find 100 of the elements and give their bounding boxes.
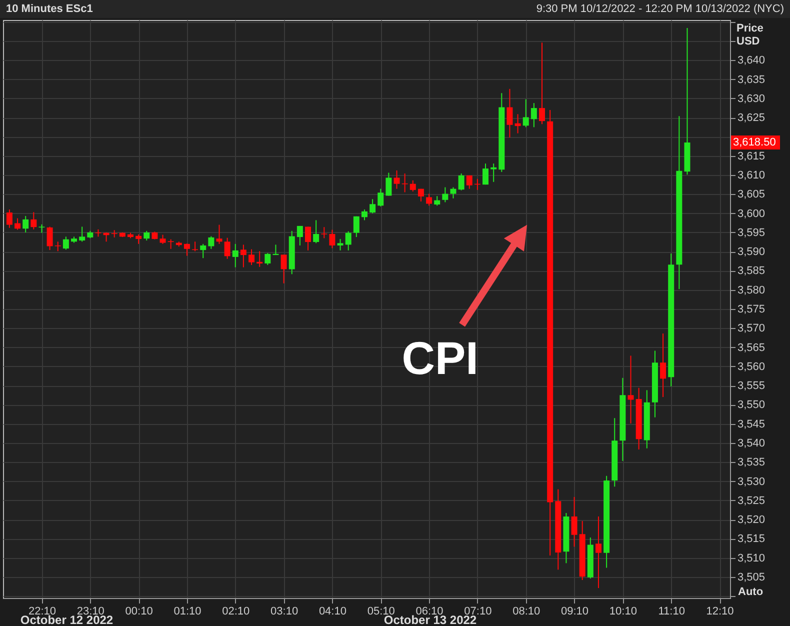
candlestick: [490, 163, 497, 182]
y-tick-label: 3,590: [738, 246, 766, 258]
candlestick: [426, 193, 432, 206]
candlestick: [264, 252, 271, 266]
candlestick: [345, 230, 352, 251]
candlestick: [418, 188, 424, 202]
y-tick-label: 3,600: [738, 208, 766, 220]
candlestick: [6, 208, 12, 228]
candlestick: [410, 180, 416, 192]
candlestick: [378, 188, 384, 207]
y-tick-label: 3,565: [738, 342, 766, 354]
candlestick: [595, 516, 602, 589]
y-tick-label: 3,550: [738, 399, 766, 412]
candlestick: [514, 114, 521, 134]
candlestick: [160, 234, 166, 244]
candlestick: [313, 220, 320, 244]
text: October 12 2022: [20, 613, 114, 626]
candlestick: [224, 237, 230, 260]
candlestick: [571, 496, 578, 548]
x-tick-label: 01:10: [174, 606, 202, 618]
candlestick: [232, 243, 238, 268]
candlestick: [321, 226, 328, 239]
y-tick-label: 3,610: [738, 170, 766, 182]
candlestick: [200, 243, 206, 259]
y-tick-label: 3,605: [738, 188, 766, 201]
candlestick: [458, 172, 464, 191]
candlestick: [248, 248, 255, 266]
candlestick: [184, 243, 190, 256]
text: 3,618.50: [733, 136, 776, 148]
candlestick: [628, 355, 634, 424]
candlestick: [329, 229, 336, 249]
candlestick: [280, 254, 287, 284]
y-tick-label: 3,625: [738, 112, 766, 124]
candlestick: [442, 186, 448, 203]
y-tick-label: 3,540: [738, 437, 766, 450]
y-tick-label: 3,510: [738, 552, 766, 564]
candlestick: [168, 238, 174, 250]
x-tick-label: 00:10: [125, 606, 153, 618]
candlestick: [538, 42, 545, 125]
candlestick: [136, 234, 142, 244]
y-tick-label: 3,585: [738, 265, 766, 278]
text: October 13 2022: [384, 613, 477, 626]
candlestick: [386, 172, 392, 196]
y-tick-label: 3,515: [738, 533, 766, 546]
text: Auto: [738, 586, 764, 598]
candlestick: [14, 218, 21, 230]
y-tick-label: 3,640: [738, 54, 766, 67]
candlestick: [361, 208, 368, 221]
chart-subtitle: 9:30 PM 10/12/2022 - 12:20 PM 10/13/2022 (NYC): [536, 3, 784, 15]
candlestick: [30, 212, 37, 230]
y-tick-label: 3,630: [738, 92, 766, 105]
x-tick-label: 03:10: [270, 606, 298, 618]
x-tick-label: 04:10: [318, 606, 346, 618]
candlestick: [370, 198, 376, 214]
y-tick-label: 3,570: [738, 322, 766, 335]
x-tick-label: 08:10: [512, 606, 540, 618]
candlestick: [353, 216, 360, 238]
y-tick-label: 3,555: [738, 380, 766, 392]
y-axis-title: Price USD: [736, 22, 764, 48]
annotation: CPI: [402, 332, 478, 384]
candlestick: [394, 170, 400, 190]
candlestick: [256, 250, 263, 268]
candlestick: [79, 226, 86, 242]
y-tick-label: 3,545: [738, 418, 766, 430]
candlestick: [46, 226, 53, 251]
y-tick-label: 3,505: [738, 571, 766, 584]
y-tick-label: 3,615: [738, 150, 766, 162]
x-tick-label: 02:10: [222, 606, 250, 618]
chart-title: 10 Minutes ESc1: [6, 3, 93, 15]
candlestick: [208, 236, 214, 250]
candlestick: [660, 333, 666, 398]
y-tick-label: 3,525: [738, 494, 766, 507]
candlestick: [450, 186, 456, 199]
candlestick: [111, 230, 118, 238]
candlestick: [506, 88, 513, 138]
y-tick-label: 3,595: [738, 226, 766, 239]
candlestick: [466, 174, 472, 190]
x-tick-label: 10:10: [609, 606, 637, 618]
y-tick-label: 3,560: [738, 360, 766, 373]
y-tick-label: 3,530: [738, 476, 766, 488]
y-tick-label: 3,580: [738, 284, 766, 296]
y-tick-label: 3,520: [738, 514, 766, 526]
y-tick-label: 3,575: [738, 304, 766, 316]
x-tick-label: 11:10: [658, 606, 685, 618]
y-tick-label: 3,535: [738, 456, 766, 469]
x-tick-label: 09:10: [561, 606, 589, 618]
y-tick-label: 3,635: [738, 74, 766, 86]
candlestick: [337, 238, 344, 251]
x-tick-label: 12:10: [706, 606, 734, 618]
candlestick: [144, 230, 150, 241]
candlestick: [296, 225, 303, 246]
candlestick: [216, 224, 222, 244]
candlestick: [482, 163, 489, 186]
candlestick: [62, 236, 69, 250]
candlestick: [240, 244, 246, 268]
candlestick: [22, 215, 29, 233]
candlestick: [530, 102, 537, 128]
candlestick: [434, 196, 440, 206]
candlestick: [522, 98, 529, 128]
candlestick: [305, 226, 311, 251]
